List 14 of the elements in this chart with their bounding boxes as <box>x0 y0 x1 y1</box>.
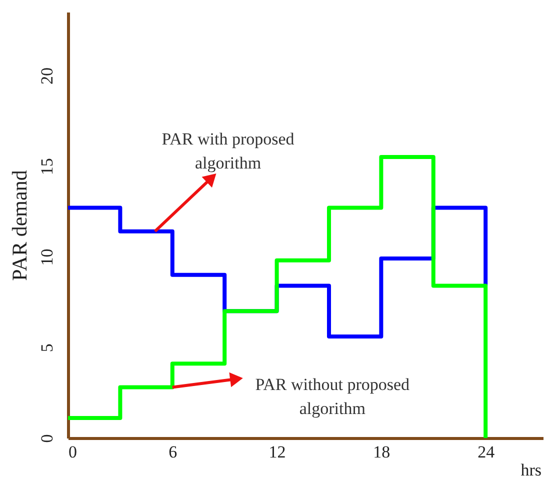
x-tick-label: 12 <box>268 442 286 462</box>
annotation: PAR with proposed algorithm <box>162 129 295 172</box>
x-tick-label: 18 <box>373 442 390 462</box>
x-tick-label: 0 <box>68 442 77 462</box>
y-tick-label: 10 <box>38 248 56 266</box>
annotation: PAR without proposed algorithm <box>255 375 410 418</box>
x-tick-label: 24 <box>478 442 496 462</box>
y-tick-label: 0 <box>38 434 56 443</box>
y-tick-label: 15 <box>38 158 56 176</box>
y-tick-label: 5 <box>38 344 56 352</box>
x-tick-label: 6 <box>168 442 178 462</box>
x-axis-title: hrs <box>520 460 542 480</box>
y-tick-label: 20 <box>38 67 56 84</box>
y-axis-title: PAR demand <box>8 170 32 281</box>
